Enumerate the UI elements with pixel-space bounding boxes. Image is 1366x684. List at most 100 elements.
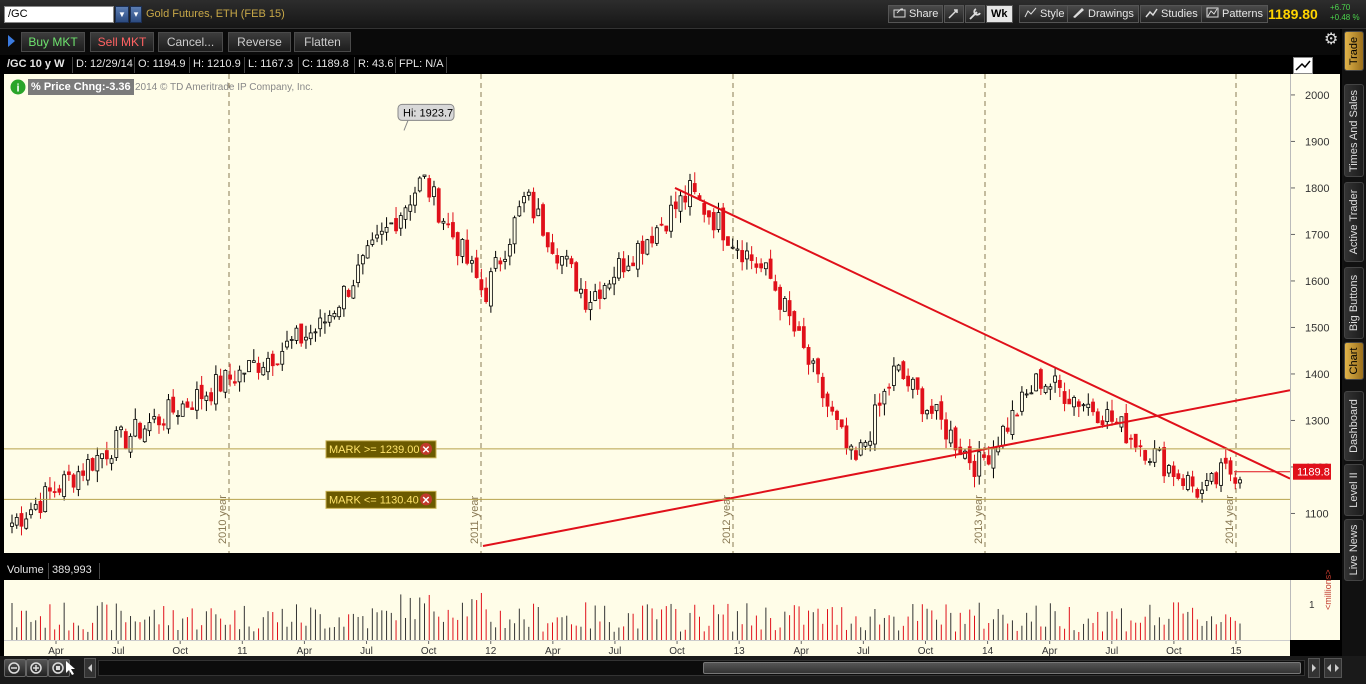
candle-body [1029, 392, 1034, 395]
expand-time-button[interactable] [1324, 658, 1342, 678]
sidebar-tab-label: Big Buttons [1348, 274, 1360, 332]
candle-body [963, 450, 967, 459]
time-tick-label: Apr [793, 646, 809, 657]
cancel-button[interactable]: Cancel... [158, 32, 223, 52]
candle-body [664, 225, 669, 232]
candle-body [745, 250, 749, 260]
price-axis[interactable]: 1100120013001400150016001700180019002000… [1290, 74, 1340, 553]
candle-body [1048, 386, 1053, 390]
chart-mode-button[interactable] [1293, 57, 1313, 74]
price-chart-svg[interactable]: 2010 year 2011 year 2012 year 2013 year 2014… [4, 74, 1290, 553]
candle-body [982, 454, 986, 458]
patterns-button[interactable]: Patterns [1201, 5, 1268, 23]
candle-body [564, 255, 569, 260]
wrench-icon [969, 8, 981, 20]
sell-mkt-button[interactable]: Sell MKT [90, 32, 154, 52]
candle-body [1190, 476, 1195, 487]
candle-body [569, 258, 574, 265]
reverse-button[interactable]: Reverse [228, 32, 291, 52]
chevron-left-icon [88, 664, 92, 672]
time-axis[interactable]: Apr Jul Oct 11 Apr Jul Oct 12 Apr Jul Oct 13 Apr Jul O… [4, 640, 1290, 657]
drawings-button[interactable]: Drawings [1067, 5, 1139, 23]
candle-body [417, 177, 422, 192]
candle-body [849, 445, 854, 451]
order-bar: Buy MKT Sell MKT Cancel... Reverse Flatt… [0, 29, 1340, 55]
scroll-left-button[interactable] [84, 658, 96, 678]
sidebar-tab-times-and-sales[interactable]: Times And Sales [1344, 84, 1364, 177]
chart-title[interactable]: /GC 10 y W [7, 58, 65, 70]
candle-body [555, 255, 560, 264]
candle-body [1138, 445, 1143, 448]
time-tick-label: Apr [297, 646, 313, 657]
candle-body [1233, 477, 1238, 484]
candle-body [616, 258, 621, 279]
price-change-study-label[interactable]: % Price Chng:-3.36 [28, 79, 134, 95]
mark-label-box [325, 490, 437, 509]
price-chart[interactable]: 2010 year 2011 year 2012 year 2013 year 2014… [4, 74, 1290, 553]
candle-body [422, 174, 427, 177]
zoom-out-button[interactable] [4, 659, 26, 677]
candle-body [1005, 427, 1010, 432]
volume-chart[interactable] [4, 580, 1290, 640]
flatten-button[interactable]: Flatten [294, 32, 351, 52]
time-scrollbar-track[interactable] [98, 660, 1305, 676]
sidebar-tab-trade[interactable]: Trade [1344, 31, 1364, 71]
candle-body [711, 212, 716, 231]
sidebar-tab-active-trader[interactable]: Active Trader [1344, 182, 1364, 262]
candle-body [1238, 479, 1242, 484]
study-info-icon[interactable]: i [10, 79, 26, 95]
candle-body [346, 289, 351, 297]
candle-body [261, 366, 266, 376]
symbol-input[interactable]: /GC [4, 6, 114, 23]
candle-body [735, 248, 740, 251]
sidebar-tab-live-news[interactable]: Live News [1344, 519, 1364, 581]
share-button[interactable]: Share [888, 5, 944, 23]
sidebar-tab-level-ii[interactable]: Level II [1344, 464, 1364, 516]
zoom-box-button[interactable] [48, 659, 70, 677]
candle-body [896, 364, 901, 371]
style-button[interactable]: Style [1019, 5, 1070, 23]
bar-close: C: 1189.8 [298, 57, 349, 73]
candle-body [1105, 409, 1110, 422]
volume-divider [99, 563, 100, 579]
drawing-tools-button[interactable] [944, 5, 964, 23]
price-tick-label: 2000 [1305, 90, 1329, 102]
volume-axis-unit: <millions> [1323, 569, 1333, 610]
candle-body [327, 315, 332, 323]
candle-body [1057, 379, 1062, 388]
studies-button[interactable]: Studies [1140, 5, 1203, 23]
scroll-right-button[interactable] [1308, 658, 1320, 678]
sidebar-tab-dashboard[interactable]: Dashboard [1344, 391, 1364, 461]
collapse-arrow-icon[interactable] [8, 35, 15, 47]
volume-label: Volume [7, 564, 44, 576]
share-label: Share [909, 8, 939, 20]
sidebar-tab-chart[interactable]: Chart [1344, 342, 1364, 380]
trendline-icon [1295, 60, 1311, 71]
candle-body [66, 471, 71, 475]
candle-body [104, 450, 109, 460]
wrench-button[interactable] [965, 5, 985, 23]
candle-body [256, 362, 261, 373]
candle-body [218, 375, 223, 392]
gear-icon[interactable]: ⚙ [1324, 31, 1339, 48]
zoom-in-button[interactable] [26, 659, 48, 677]
candle-body [977, 451, 982, 477]
buy-mkt-button[interactable]: Buy MKT [21, 32, 85, 52]
candle-body [1195, 489, 1200, 498]
time-scrollbar-thumb[interactable] [703, 662, 1301, 674]
candle-body [1166, 465, 1171, 474]
candle-body [204, 395, 209, 401]
last-price: 1189.80 [1268, 6, 1318, 22]
symbol-lookup-button[interactable]: ▾ [130, 6, 142, 23]
symbol-dropdown-button[interactable]: ▼ [115, 6, 129, 23]
aggregation-wk-button[interactable]: Wk [986, 5, 1013, 23]
candle-body [280, 350, 285, 365]
candle-body [161, 423, 166, 426]
pointer-button[interactable] [64, 660, 78, 676]
candle-body [882, 390, 887, 405]
candle-body [816, 358, 820, 375]
candle-body [474, 257, 479, 278]
candle-body [763, 262, 768, 270]
candle-body [1067, 398, 1072, 405]
sidebar-tab-big-buttons[interactable]: Big Buttons [1344, 267, 1364, 339]
